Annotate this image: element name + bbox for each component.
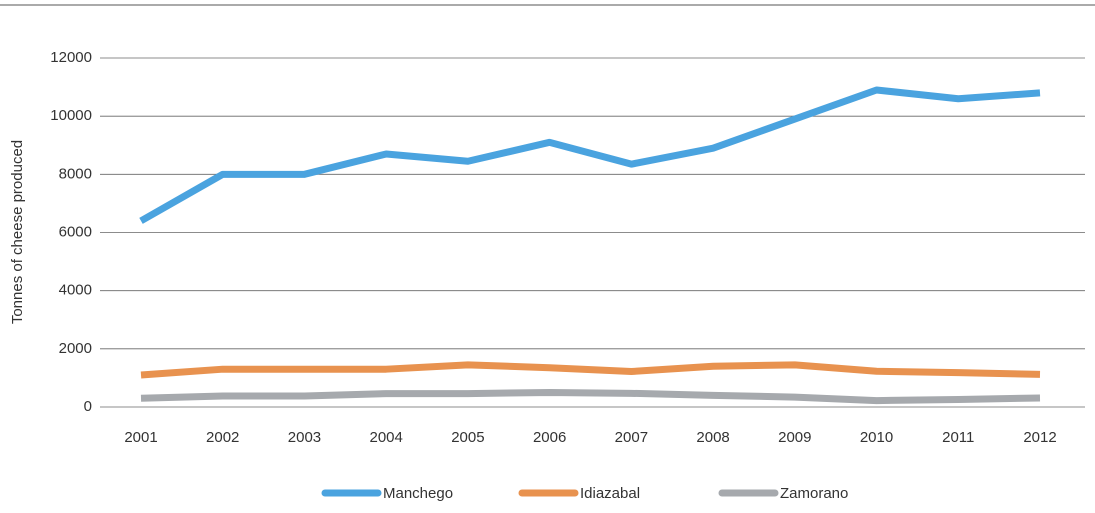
x-tick-label: 2008 (696, 429, 729, 446)
series-line (140, 388, 1041, 405)
x-tick-label: 2006 (533, 429, 566, 446)
series-line (140, 361, 1041, 379)
x-tick-label: 2002 (206, 429, 239, 446)
y-tick-label: 2000 (59, 340, 92, 357)
x-tick-label: 2003 (288, 429, 321, 446)
x-tick-label: 2012 (1023, 429, 1056, 446)
y-axis-label: Tonnes of cheese produced (9, 140, 26, 324)
x-tick-label: 2005 (451, 429, 484, 446)
series-line (139, 86, 1041, 224)
x-tick-label: 2004 (369, 429, 402, 446)
y-tick-label: 12000 (50, 49, 92, 66)
x-tick-label: 2009 (778, 429, 811, 446)
x-tick-label: 2001 (124, 429, 157, 446)
y-tick-label: 8000 (59, 165, 92, 182)
legend-label: Idiazabal (580, 485, 640, 502)
y-tick-label: 6000 (59, 223, 92, 240)
y-tick-label: 0 (84, 398, 92, 415)
y-tick-label: 4000 (59, 282, 92, 299)
legend-label: Zamorano (780, 485, 848, 502)
legend-label: Manchego (383, 485, 453, 502)
x-tick-label: 2010 (860, 429, 893, 446)
y-tick-label: 10000 (50, 107, 92, 124)
x-tick-label: 2011 (942, 429, 974, 446)
x-tick-label: 2007 (615, 429, 648, 446)
